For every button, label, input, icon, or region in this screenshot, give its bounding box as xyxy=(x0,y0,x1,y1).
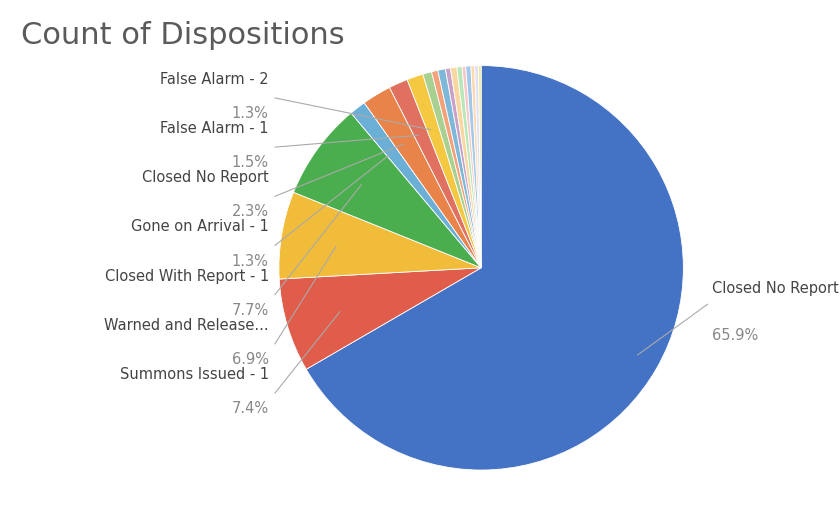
Text: Closed With Report - 1: Closed With Report - 1 xyxy=(104,269,269,284)
Text: 1.3%: 1.3% xyxy=(232,106,269,121)
Text: 65.9%: 65.9% xyxy=(711,329,758,344)
Wedge shape xyxy=(479,65,481,268)
Wedge shape xyxy=(407,74,481,268)
Wedge shape xyxy=(457,66,481,268)
Text: Closed No Report: Closed No Report xyxy=(711,281,838,296)
Text: 6.9%: 6.9% xyxy=(232,352,269,367)
Wedge shape xyxy=(365,88,481,268)
Text: 7.7%: 7.7% xyxy=(232,303,269,318)
Text: Gone on Arrival - 1: Gone on Arrival - 1 xyxy=(131,219,269,234)
Text: Closed No Report: Closed No Report xyxy=(142,170,269,185)
Text: Summons Issued - 1: Summons Issued - 1 xyxy=(119,367,269,382)
Wedge shape xyxy=(423,72,481,268)
Wedge shape xyxy=(432,70,481,268)
Wedge shape xyxy=(279,268,481,369)
Wedge shape xyxy=(438,69,481,268)
Text: False Alarm - 2: False Alarm - 2 xyxy=(160,72,269,87)
Wedge shape xyxy=(390,80,481,268)
Wedge shape xyxy=(450,67,481,268)
Wedge shape xyxy=(293,113,481,268)
Text: Warned and Release...: Warned and Release... xyxy=(104,318,269,333)
Wedge shape xyxy=(445,68,481,268)
Wedge shape xyxy=(462,66,481,268)
Text: 2.3%: 2.3% xyxy=(232,204,269,219)
Wedge shape xyxy=(475,65,481,268)
Text: 1.5%: 1.5% xyxy=(232,155,269,170)
Wedge shape xyxy=(465,66,481,268)
Text: False Alarm - 1: False Alarm - 1 xyxy=(160,121,269,136)
Wedge shape xyxy=(351,103,481,268)
Text: 1.3%: 1.3% xyxy=(232,254,269,269)
Wedge shape xyxy=(471,66,481,268)
Wedge shape xyxy=(279,192,481,279)
Wedge shape xyxy=(307,65,684,470)
Text: 7.4%: 7.4% xyxy=(232,401,269,416)
Text: Count of Dispositions: Count of Dispositions xyxy=(21,21,344,49)
